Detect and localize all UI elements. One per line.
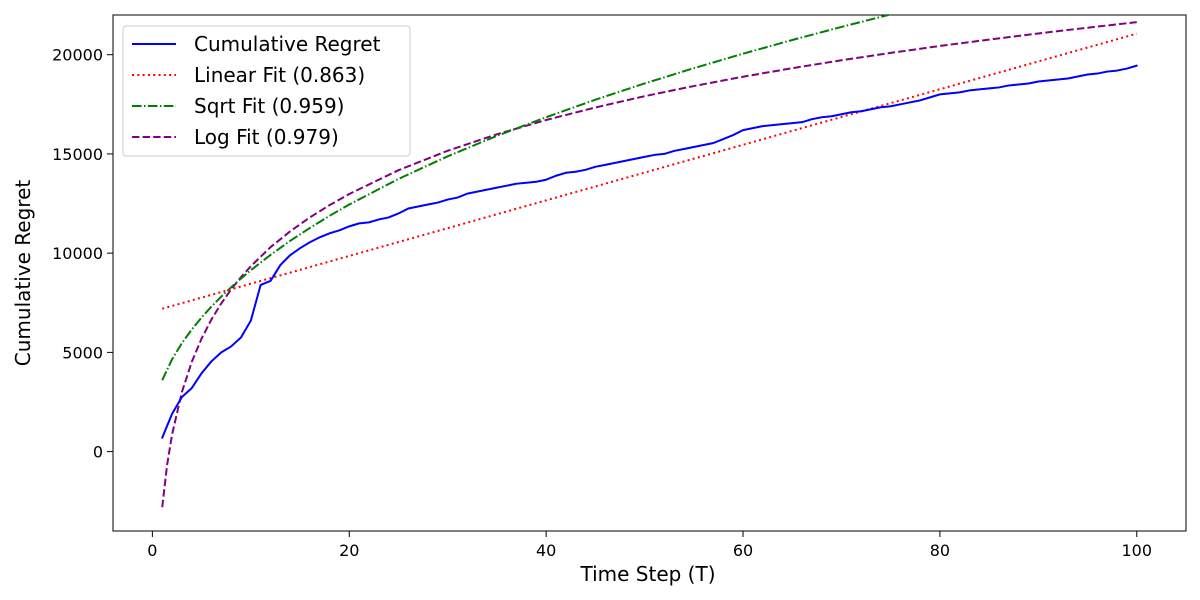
- y-tick-label-1: 5000: [62, 343, 103, 362]
- y-axis-label: Cumulative Regret: [11, 180, 35, 367]
- legend-label-1: Linear Fit (0.863): [194, 63, 365, 87]
- legend-label-3: Log Fit (0.979): [194, 125, 339, 149]
- y-tick-label-2: 10000: [52, 244, 103, 263]
- x-tick-label-4: 80: [930, 541, 950, 560]
- legend-label-2: Sqrt Fit (0.959): [194, 94, 344, 118]
- legend: Cumulative Regret Linear Fit (0.863) Sqrt …: [122, 25, 411, 157]
- y-tick-label-0: 0: [93, 443, 103, 462]
- x-tick-label-2: 40: [536, 541, 556, 560]
- series-layer: [161, 15, 1138, 508]
- series-line-2: [161, 15, 893, 381]
- legend-box: [122, 25, 411, 157]
- x-axis-label: Time Step (T): [579, 562, 715, 586]
- series-line-1: [161, 32, 1138, 310]
- y-tick-label-3: 15000: [52, 145, 103, 164]
- x-tick-label-0: 0: [147, 541, 157, 560]
- series-line-0: [161, 64, 1138, 439]
- x-tick-label-3: 60: [733, 541, 753, 560]
- y-tick-label-4: 20000: [52, 46, 103, 65]
- y-axis-ticks: 0 5000 10000 15000 20000: [52, 46, 113, 462]
- x-tick-label-5: 100: [1122, 541, 1153, 560]
- x-tick-label-1: 20: [339, 541, 359, 560]
- series-line-3: [161, 21, 1137, 508]
- x-axis-ticks: 0 20 40 60 80 100: [147, 531, 1152, 560]
- legend-label-0: Cumulative Regret: [194, 32, 381, 56]
